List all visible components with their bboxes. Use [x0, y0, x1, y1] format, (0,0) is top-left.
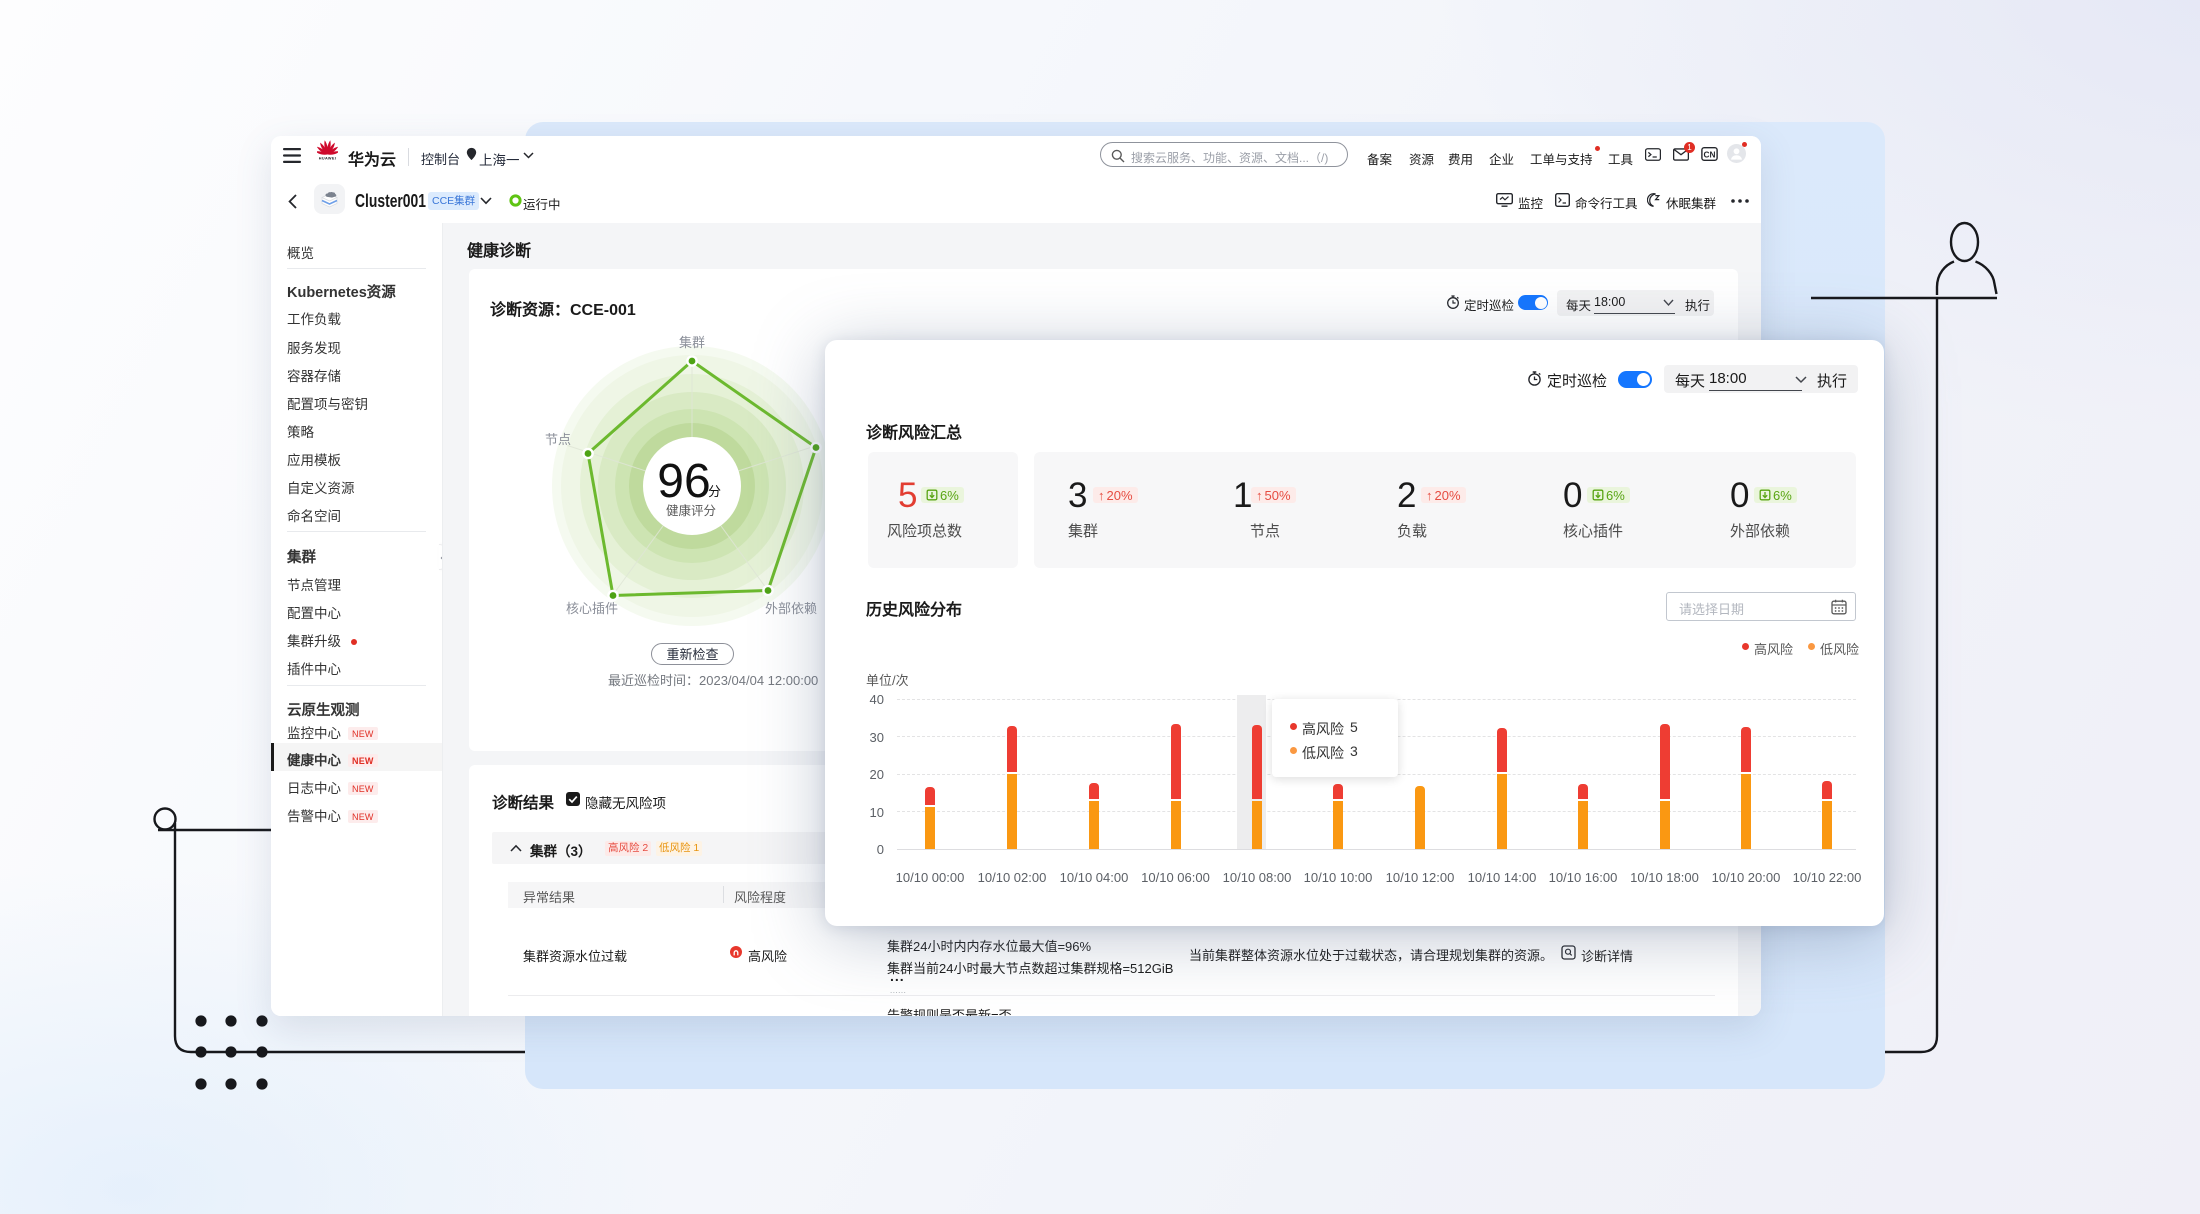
svg-text:96: 96	[657, 455, 710, 508]
svg-text:健康评分: 健康评分	[666, 503, 716, 518]
svg-text:HUAWEI: HUAWEI	[319, 157, 337, 161]
svg-text:核心插件: 核心插件	[566, 601, 618, 616]
svg-text:分: 分	[708, 484, 721, 499]
svg-text:集群: 集群	[679, 335, 705, 350]
svg-text:外部依赖: 外部依赖	[765, 601, 817, 616]
svg-text:节点: 节点	[545, 432, 571, 447]
svg-text:CN: CN	[1704, 149, 1716, 159]
